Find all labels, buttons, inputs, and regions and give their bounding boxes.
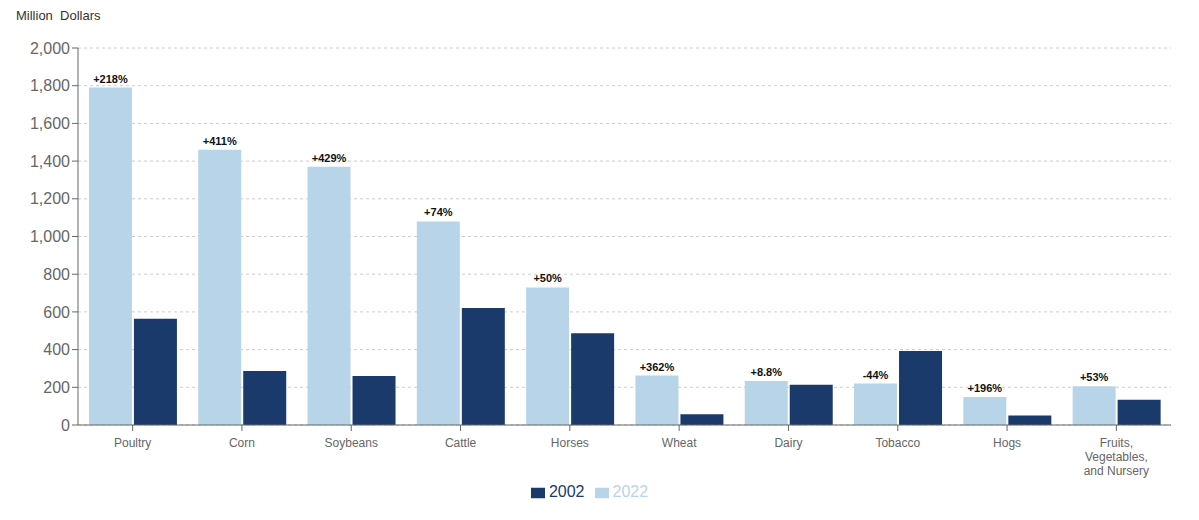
svg-text:+196%: +196%	[968, 382, 1003, 394]
svg-text:1,400: 1,400	[30, 153, 70, 170]
svg-text:2,000: 2,000	[30, 40, 70, 57]
svg-text:1,600: 1,600	[30, 115, 70, 132]
svg-text:Corn: Corn	[229, 436, 255, 450]
svg-text:+53%: +53%	[1080, 371, 1109, 383]
svg-text:+74%: +74%	[424, 206, 453, 218]
svg-text:-44%: -44%	[863, 369, 889, 381]
svg-text:Dairy: Dairy	[774, 436, 802, 450]
svg-text:600: 600	[43, 304, 70, 321]
svg-text:200: 200	[43, 379, 70, 396]
svg-text:Fruits,Vegetables,and Nursery: Fruits,Vegetables,and Nursery	[1084, 436, 1149, 478]
svg-text:1,000: 1,000	[30, 228, 70, 245]
svg-text:0: 0	[61, 417, 70, 434]
svg-text:Soybeans: Soybeans	[325, 436, 378, 450]
svg-text:400: 400	[43, 341, 70, 358]
svg-text:1,200: 1,200	[30, 190, 70, 207]
svg-text:Poultry: Poultry	[114, 436, 151, 450]
svg-text:Horses: Horses	[551, 436, 589, 450]
svg-text:Wheat: Wheat	[662, 436, 697, 450]
svg-text:+362%: +362%	[640, 361, 675, 373]
html-text:2022: 2022	[612, 483, 649, 500]
svg-text:+429%: +429%	[312, 152, 347, 164]
svg-text:+218%: +218%	[93, 73, 128, 85]
svg-text:Tobacco: Tobacco	[875, 436, 920, 450]
html-text:Million Dollars: Million Dollars	[16, 8, 101, 23]
svg-text:1,800: 1,800	[30, 77, 70, 94]
svg-text:+411%: +411%	[203, 135, 237, 147]
svg-text:+8.8%: +8.8%	[750, 366, 782, 378]
svg-text:+50%: +50%	[533, 272, 562, 284]
svg-text:Cattle: Cattle	[445, 436, 477, 450]
html-text:2002: 2002	[548, 483, 585, 500]
svg-text:800: 800	[43, 266, 70, 283]
svg-text:Hogs: Hogs	[993, 436, 1021, 450]
